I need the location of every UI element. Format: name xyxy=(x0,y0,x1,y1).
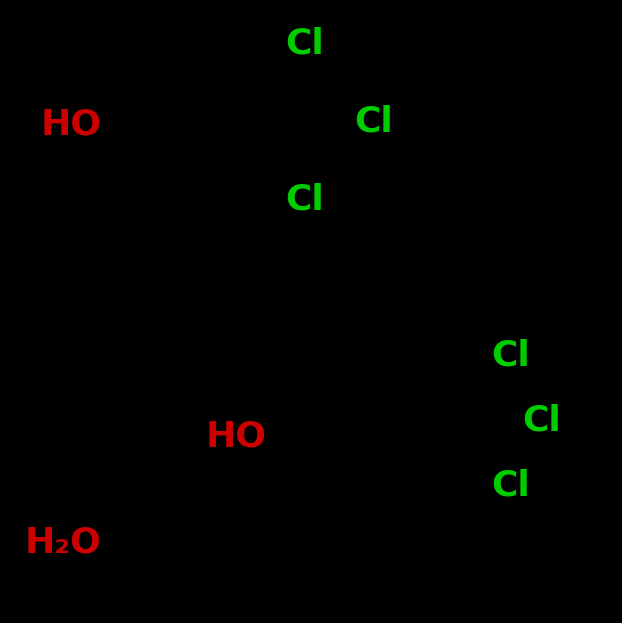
Text: HO: HO xyxy=(40,108,101,141)
Text: Cl: Cl xyxy=(522,404,561,437)
Text: H₂O: H₂O xyxy=(25,525,102,559)
Text: Cl: Cl xyxy=(355,105,393,138)
Text: Cl: Cl xyxy=(285,183,324,216)
Text: Cl: Cl xyxy=(491,469,530,503)
Text: Cl: Cl xyxy=(285,27,324,60)
Text: HO: HO xyxy=(205,419,266,453)
Text: Cl: Cl xyxy=(491,338,530,372)
